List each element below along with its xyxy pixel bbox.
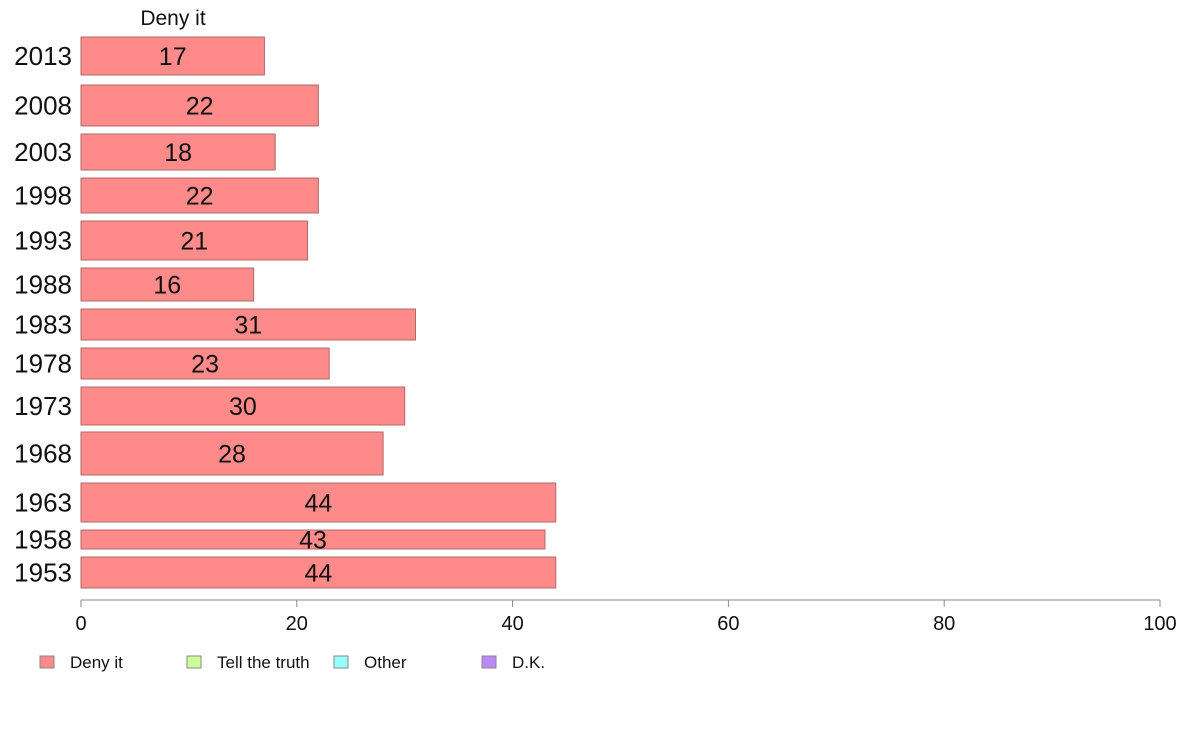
- bar-value-label-2013: 17: [159, 43, 187, 71]
- category-label-1998: 1998: [14, 181, 72, 211]
- category-label-1963: 1963: [14, 488, 72, 518]
- category-label-1953: 1953: [14, 558, 72, 588]
- category-labels: 2013 2008 2003 1998 1993 1988 1983 1978 1973 1968…: [14, 41, 72, 588]
- bars-group: 17 22 18 22 21 16 31 23 30 28 44 43 44: [80, 36, 557, 589]
- bar-2003: [80, 133, 276, 171]
- legend-label-d-k: D.K.: [512, 653, 545, 672]
- x-tick-label-100: 100: [1143, 613, 1176, 635]
- bar-1958: [80, 529, 546, 550]
- category-label-1988: 1988: [14, 270, 72, 300]
- category-label-1978: 1978: [14, 349, 72, 379]
- bar-value-label-1983: 31: [234, 312, 262, 340]
- legend-label-tell-the-truth: Tell the truth: [217, 653, 310, 672]
- bar-2013: [80, 36, 265, 76]
- legend: Deny it Tell the truth Other D.K.: [39, 653, 545, 672]
- legend-swatch-deny-it: [39, 655, 55, 669]
- bar-value-label-1998: 22: [186, 183, 214, 211]
- bar-1993: [80, 220, 309, 261]
- x-axis: 0 20 40 60 80 100: [75, 599, 1177, 635]
- x-tick-label-20: 20: [286, 613, 308, 635]
- legend-swatch-tell-the-truth: [186, 655, 202, 669]
- x-tick-label-0: 0: [75, 613, 86, 635]
- bar-1998: [80, 177, 319, 214]
- bar-1963: [80, 482, 557, 523]
- bar-value-label-1988: 16: [153, 272, 181, 300]
- bar-1988: [80, 267, 255, 302]
- category-label-2003: 2003: [14, 137, 72, 167]
- category-label-1968: 1968: [14, 439, 72, 469]
- bar-value-label-1953: 44: [304, 560, 332, 588]
- bar-1978: [80, 347, 330, 380]
- bar-1968: [80, 431, 384, 476]
- bar-value-label-1958: 43: [299, 527, 327, 555]
- bar-value-label-1993: 21: [180, 228, 208, 256]
- legend-label-other: Other: [364, 653, 407, 672]
- category-label-1983: 1983: [14, 310, 72, 340]
- bar-2008: [80, 84, 319, 127]
- x-tick-label-60: 60: [717, 613, 739, 635]
- category-label-2013: 2013: [14, 41, 72, 71]
- category-label-1958: 1958: [14, 525, 72, 555]
- category-label-1973: 1973: [14, 391, 72, 421]
- bar-value-label-1968: 28: [218, 441, 246, 469]
- chart-title: Deny it: [140, 7, 206, 30]
- bar-1953: [80, 556, 557, 589]
- bar-value-label-1973: 30: [229, 393, 257, 421]
- bar-value-label-1978: 23: [191, 351, 219, 379]
- bar-1973: [80, 386, 406, 426]
- legend-swatch-d-k: [481, 655, 497, 669]
- bar-1983: [80, 308, 416, 341]
- category-label-2008: 2008: [14, 91, 72, 121]
- x-tick-label-40: 40: [501, 613, 523, 635]
- x-tick-label-80: 80: [933, 613, 955, 635]
- legend-swatch-other: [333, 655, 349, 669]
- legend-label-deny-it: Deny it: [70, 653, 123, 672]
- bar-value-label-2008: 22: [186, 93, 214, 121]
- category-label-1993: 1993: [14, 226, 72, 256]
- bar-value-label-2003: 18: [164, 139, 192, 167]
- bar-value-label-1963: 44: [304, 490, 332, 518]
